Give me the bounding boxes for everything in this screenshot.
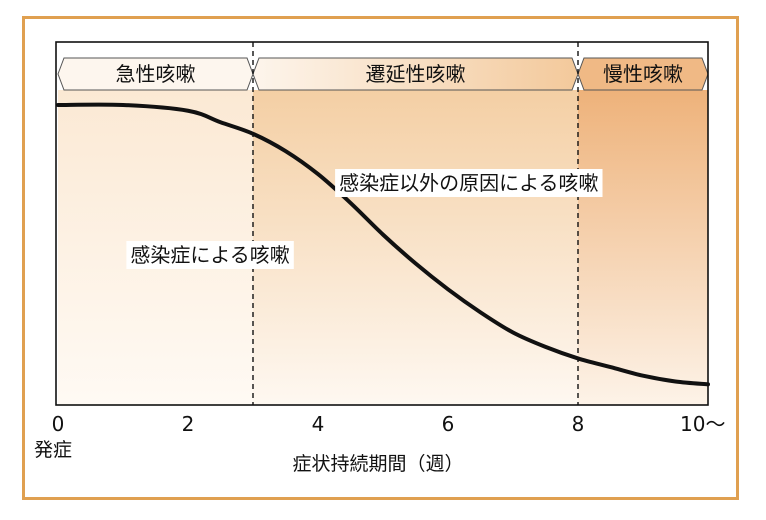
x-tick-label: 10〜 [680,412,725,436]
annotation-box [335,169,603,197]
phase-band [253,90,578,405]
annotation-text: 感染症以外の原因による咳嗽 [339,171,598,195]
annotation-box [126,241,294,269]
x-tick-label: 6 [442,412,455,436]
x-tick-label: 8 [572,412,585,436]
cough-curve [56,102,710,387]
phase-label: 急性咳嗽 [116,62,196,86]
x-tick-label: 0 [52,412,65,436]
x-axis-label: 症状持続期間（週） [292,453,463,475]
phase-label: 慢性咳嗽 [603,62,683,86]
phase-label: 遷延性咳嗽 [366,62,466,86]
phase-band [578,90,708,405]
origin-label: 発症 [34,439,72,461]
x-tick-label: 2 [182,412,195,436]
annotation: 感染症による咳嗽 [126,241,294,269]
plot-area-border [55,41,709,406]
annotation-text: 感染症による咳嗽 [130,243,289,267]
x-tick-label: 4 [312,412,325,436]
annotation: 感染症以外の原因による咳嗽 [335,169,603,197]
